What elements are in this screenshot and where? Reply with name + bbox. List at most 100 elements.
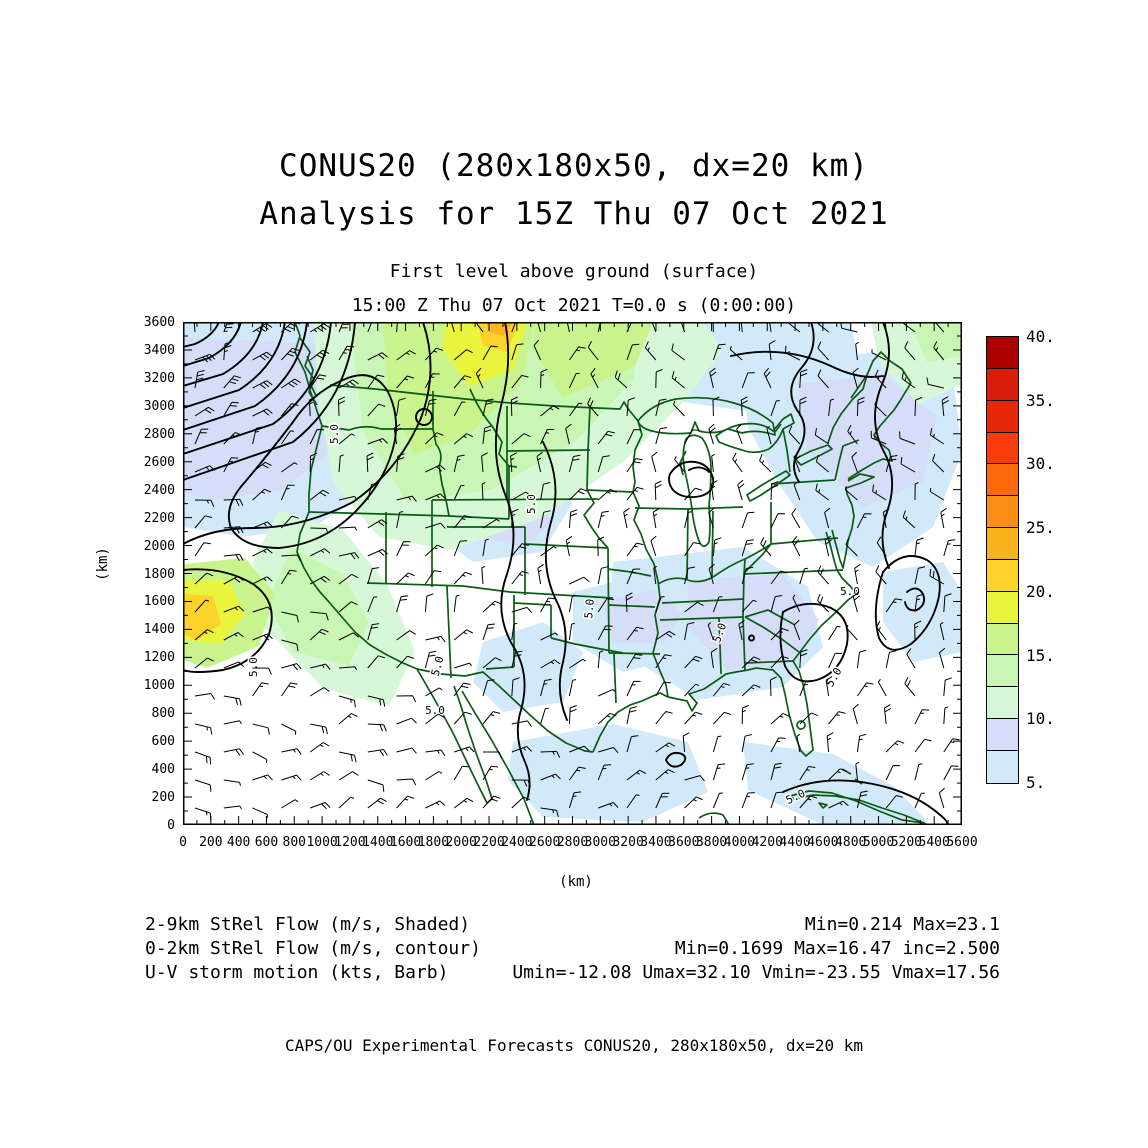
wind-barb [741,792,755,809]
wind-barb [482,623,495,641]
wind-barb [597,650,604,669]
wind-barb [367,596,378,613]
x-tick-label: 5000 [862,835,895,850]
wind-barb [425,493,446,501]
shaded-region [909,322,962,362]
geography-path [632,434,643,493]
wind-barb [684,601,704,613]
wind-barb [453,401,466,417]
wind-barb [338,573,359,585]
wind-barb [424,373,440,389]
wind-barb [367,322,373,333]
wind-barb [367,438,389,445]
wind-barb [309,374,327,389]
x-tick-label: 400 [226,835,251,850]
wind-barb [223,605,245,613]
wind-barb [396,778,417,786]
wind-barb [655,398,667,417]
x-axis-unit-label: (km) [559,874,593,890]
wind-barb [712,735,722,753]
geography-path [329,384,639,422]
wind-barb [597,430,615,445]
wind-barb [708,563,715,585]
shaded-region [533,322,653,398]
wind-barb [712,792,723,809]
wind-barb [799,396,807,417]
wind-barb [511,677,520,697]
wind-barb [425,522,446,529]
wind-barb [684,796,703,809]
wind-barb [655,596,665,613]
wind-barb [252,408,273,417]
wind-barb [453,797,474,809]
wind-barb [828,711,846,725]
wind-barb [540,707,549,725]
x-tick-label: 1400 [362,835,394,850]
contour-line [782,779,949,825]
wind-barb [684,566,695,585]
wind-barb [655,368,663,389]
x-tick-label: 3800 [695,835,728,850]
wind-barb [741,704,750,725]
wind-barb [914,537,924,557]
wind-barb [855,341,860,361]
wind-barb [453,540,468,557]
wind-barb [814,428,829,445]
wind-barb [885,455,898,473]
wind-barb [367,548,388,557]
wind-barb [475,367,484,389]
wind-barb [367,352,388,361]
wind-barb [223,805,242,810]
geography-path [774,423,791,473]
wind-barb [223,375,242,389]
wind-barb [533,339,542,361]
geography-path [794,444,833,466]
wind-barb [828,652,843,669]
wind-barb [671,370,685,389]
wind-barb [453,433,474,445]
wind-barb [597,625,613,641]
wind-barb [366,452,374,473]
wind-barb [707,622,714,641]
wind-barb [453,594,460,613]
wind-barb [708,507,715,529]
geography-path [508,465,518,468]
wind-barb [450,322,455,333]
wind-barb [885,740,905,753]
wind-barb [852,367,859,389]
level-label: First level above ground (surface) [389,261,759,282]
wind-barb [193,322,199,333]
geography-path [321,425,433,431]
x-tick-label: 2800 [556,835,589,850]
wind-barb [824,535,832,557]
wind-barb [876,536,887,557]
shaded-region [798,374,937,507]
shaded-region [267,548,369,666]
legend-contour-range: Min=0.1699 Max=16.47 inc=2.500 [674,938,1000,959]
y-tick-label: 2200 [143,510,175,526]
x-tick-label: 600 [254,835,279,850]
geography-path [746,470,791,502]
wind-barb [770,655,789,669]
wind-barb [252,807,268,818]
contour-label: 5.0 [840,585,860,598]
wind-barb [799,567,809,585]
wind-barb [367,655,386,669]
wind-barb [885,598,903,613]
wind-barb [885,650,897,669]
wind-barb [511,779,532,787]
wind-barb [425,713,445,725]
contour-line [183,322,356,481]
wind-barb [828,625,841,641]
shaded-region [743,742,928,825]
wind-barb [252,323,273,333]
wind-barb [540,482,551,501]
wind-barb [252,380,273,389]
wind-barb [682,732,690,753]
wind-barb [824,507,831,529]
x-tick-label: 1200 [334,835,366,850]
colorbar-tick-label: 5. [1026,773,1046,792]
wind-barb [943,677,952,697]
contour-line [183,568,273,673]
wind-barb [770,400,780,417]
